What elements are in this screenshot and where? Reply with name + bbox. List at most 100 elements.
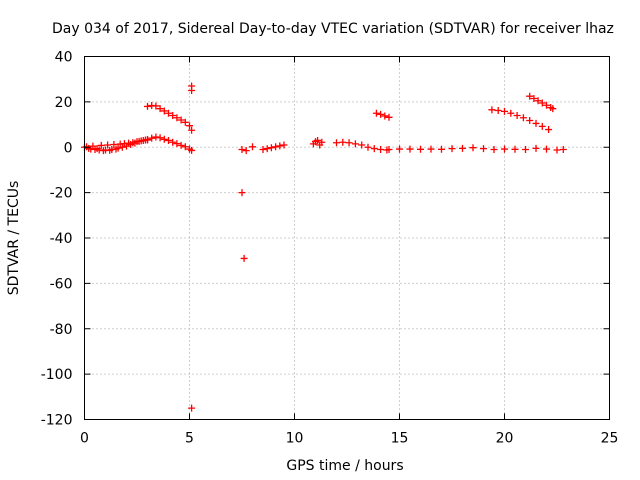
data-points: [81, 82, 567, 412]
data-point: [118, 143, 126, 151]
data-point: [339, 138, 347, 146]
data-point: [427, 145, 435, 153]
data-point: [238, 189, 246, 197]
data-point: [553, 146, 561, 154]
axis-tick-labels: 0 5 10 15 20 25 -120 -100 -80 -60 -40 -20 0 20 40: [41, 50, 619, 447]
data-point: [538, 122, 546, 130]
data-point: [177, 141, 185, 149]
data-point: [372, 109, 380, 117]
x-tick-label: 25: [601, 431, 619, 447]
data-point: [385, 146, 393, 154]
data-point: [526, 92, 534, 100]
data-point: [543, 101, 550, 109]
data-point: [377, 146, 385, 154]
y-tick-label: -100: [41, 367, 73, 383]
data-point: [181, 118, 189, 126]
data-point: [513, 111, 521, 119]
data-point: [144, 136, 151, 144]
data-point: [276, 142, 284, 150]
data-point: [165, 136, 172, 144]
data-point: [417, 145, 424, 153]
x-tick-label: 15: [391, 431, 409, 447]
data-point: [519, 114, 527, 122]
data-point: [156, 105, 164, 113]
data-point: [188, 146, 196, 154]
data-point: [545, 126, 553, 134]
data-point: [280, 141, 288, 149]
x-tick-label: 0: [80, 431, 89, 447]
data-point: [160, 107, 168, 115]
y-tick-label: -80: [50, 322, 73, 338]
y-tick-label: 40: [55, 50, 73, 66]
data-point: [385, 113, 393, 121]
data-point: [156, 134, 164, 142]
data-point: [169, 138, 177, 146]
chart-title: Day 034 of 2017, Sidereal Day-to-day VTE…: [52, 21, 614, 37]
data-point: [438, 145, 445, 153]
data-point: [358, 141, 366, 149]
data-point: [188, 87, 196, 95]
data-point: [511, 145, 519, 153]
data-point: [543, 145, 550, 153]
data-point: [188, 126, 196, 134]
data-point: [152, 102, 160, 110]
data-point: [152, 133, 160, 141]
x-tick-label: 10: [286, 431, 304, 447]
x-tick-label: 20: [496, 431, 514, 447]
data-point: [364, 143, 372, 151]
y-tick-label: -20: [50, 186, 73, 202]
data-point: [494, 106, 502, 114]
data-point: [263, 145, 271, 153]
data-point: [240, 254, 248, 262]
data-point: [345, 139, 353, 147]
data-point: [559, 146, 567, 154]
data-point: [396, 145, 403, 153]
data-point: [530, 94, 538, 102]
y-axis-label: SDTVAR / TECUs: [6, 181, 22, 296]
data-point: [186, 122, 193, 130]
data-point: [272, 143, 280, 151]
data-point: [448, 145, 456, 153]
y-tick-label: -60: [50, 276, 73, 292]
data-point: [173, 114, 181, 122]
data-point: [501, 145, 508, 153]
data-point: [459, 144, 466, 152]
x-axis-label: GPS time / hours: [286, 458, 403, 474]
data-point: [144, 102, 151, 110]
data-point: [507, 109, 515, 117]
data-point: [370, 145, 378, 153]
data-point: [538, 99, 546, 107]
data-point: [532, 119, 540, 127]
data-point: [333, 139, 340, 147]
axis-ticks: [84, 56, 610, 420]
data-point: [406, 145, 414, 153]
data-point: [148, 134, 156, 142]
y-tick-label: -120: [41, 413, 73, 429]
data-point: [181, 143, 189, 151]
data-point: [110, 141, 118, 149]
data-point: [242, 147, 250, 155]
data-point: [534, 97, 542, 105]
data-point: [526, 116, 534, 124]
data-point: [104, 141, 112, 149]
data-point: [549, 105, 557, 113]
data-point: [351, 140, 359, 148]
data-point: [169, 111, 177, 119]
y-tick-label: 0: [64, 140, 73, 156]
data-point: [381, 112, 389, 120]
data-point: [173, 140, 181, 148]
data-point: [522, 146, 529, 154]
data-point: [238, 146, 246, 154]
data-point: [490, 146, 498, 154]
data-point: [318, 138, 326, 146]
data-point: [501, 107, 508, 115]
data-point: [249, 143, 256, 151]
data-point: [532, 144, 540, 152]
data-point: [259, 146, 267, 154]
x-tick-label: 5: [185, 431, 194, 447]
data-point: [377, 110, 385, 118]
data-point: [267, 144, 275, 152]
data-point: [95, 146, 103, 154]
grid-lines: [84, 56, 610, 420]
